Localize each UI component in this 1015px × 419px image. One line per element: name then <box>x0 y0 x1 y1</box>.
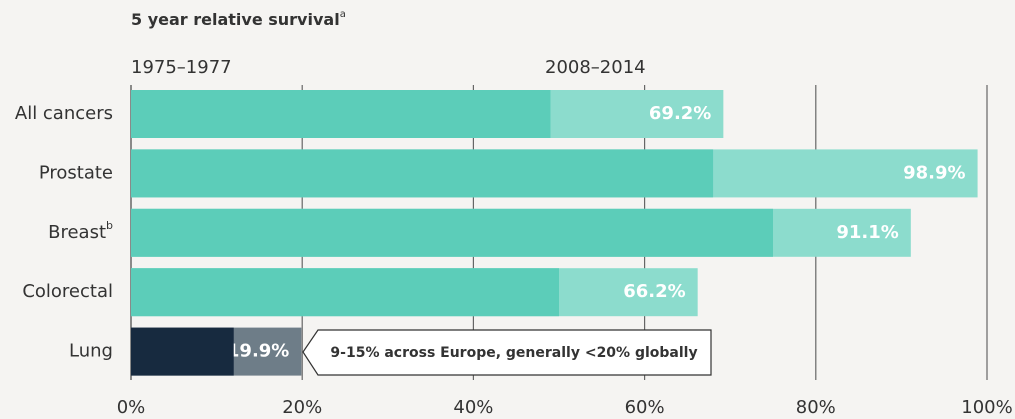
value-label: 19.9% <box>227 341 289 362</box>
value-label: 91.1% <box>836 222 898 243</box>
y-tick-label: Breastb <box>48 219 113 243</box>
y-tick-label: Lung <box>69 341 113 362</box>
x-tick-label: 40% <box>453 397 493 418</box>
y-tick-label: Colorectal <box>22 281 113 302</box>
x-tick-label: 80% <box>796 397 836 418</box>
x-tick-label: 60% <box>625 397 665 418</box>
title-text: 5 year relative survival <box>131 10 340 29</box>
category-name: Colorectal <box>22 281 113 302</box>
annotation: 9-15% across Europe, generally <20% glob… <box>330 345 697 361</box>
value-label: 66.2% <box>623 281 685 302</box>
bar <box>131 90 551 138</box>
category-name: All cancers <box>15 103 113 124</box>
bar <box>131 327 234 376</box>
value-label: 69.2% <box>649 103 711 124</box>
bar <box>131 149 714 198</box>
category-name: Lung <box>69 341 113 362</box>
y-tick-label: Prostate <box>39 162 113 183</box>
chart-title: 5 year relative survivala <box>131 9 346 29</box>
callout-box <box>302 329 712 376</box>
category-superscript: b <box>106 219 113 232</box>
x-tick-label: 20% <box>282 397 322 418</box>
value-label: 98.9% <box>903 162 965 183</box>
legend-label: 2008–2014 <box>545 57 646 78</box>
legend-label: 1975–1977 <box>131 57 232 78</box>
bar <box>131 268 559 317</box>
title-superscript: a <box>340 9 346 20</box>
y-tick-label: All cancers <box>15 103 113 124</box>
category-name: Prostate <box>39 162 113 183</box>
bar <box>131 208 773 257</box>
bars: 69.2% 98.9% 91.1% 66.2% 19.9% <box>131 90 978 376</box>
x-tick-label: 100% <box>961 397 1012 418</box>
category-name: Breast <box>48 222 106 243</box>
x-tick-label: 0% <box>117 397 146 418</box>
